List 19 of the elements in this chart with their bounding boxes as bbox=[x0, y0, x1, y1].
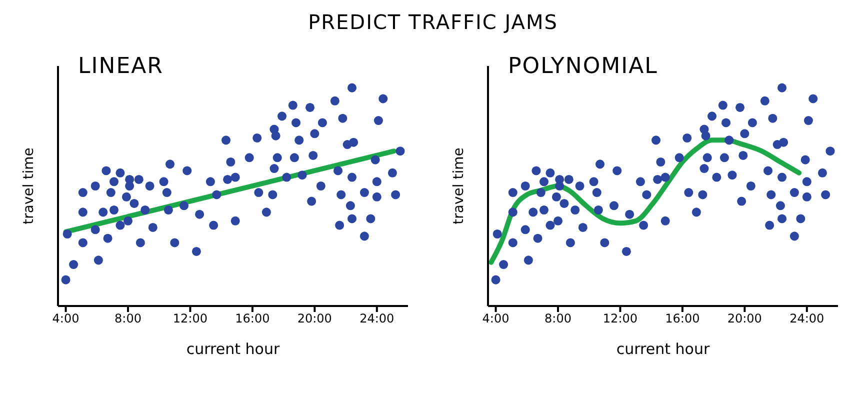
x-tick-label: 4:00 bbox=[52, 312, 80, 326]
x-tick-label: 20:00 bbox=[727, 312, 762, 326]
y-axis-title: travel time bbox=[20, 148, 37, 224]
x-axis-title: current hour bbox=[186, 340, 280, 358]
x-tick-label: 12:00 bbox=[172, 312, 208, 326]
y-axis-title: travel time bbox=[450, 148, 467, 224]
x-axis-title: current hour bbox=[616, 340, 710, 358]
x-tick-label: 4:00 bbox=[482, 312, 510, 326]
x-tick-label: 24:00 bbox=[790, 312, 824, 326]
chart-title: POLYNOMIAL bbox=[508, 54, 658, 79]
x-tick-label: 20:00 bbox=[297, 312, 332, 326]
x-tick-label: 16:00 bbox=[665, 312, 700, 326]
text: PREDICT TRAFFIC JAMS bbox=[307, 9, 559, 36]
x-tick-label: 8:00 bbox=[114, 312, 142, 326]
chart-title: LINEAR bbox=[78, 54, 164, 79]
x-tick-label: 12:00 bbox=[602, 312, 638, 326]
x-tick-label: 24:00 bbox=[360, 312, 394, 326]
x-tick-label: 16:00 bbox=[235, 312, 270, 326]
x-tick-label: 8:00 bbox=[544, 312, 572, 326]
